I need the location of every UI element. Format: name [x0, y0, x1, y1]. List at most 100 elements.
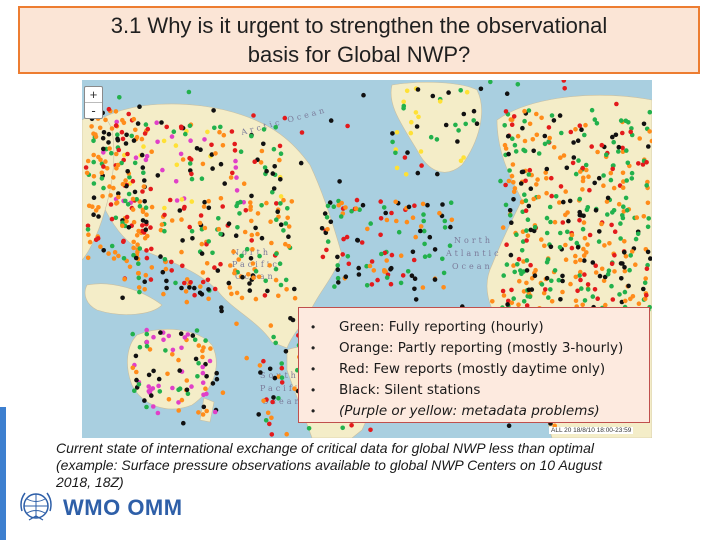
station-dot	[143, 122, 149, 127]
station-dot	[338, 214, 344, 219]
station-dot	[641, 214, 647, 219]
station-dot	[208, 346, 213, 351]
station-dot	[558, 297, 563, 302]
station-dot	[367, 263, 373, 269]
station-dot	[259, 148, 265, 154]
station-dot	[510, 162, 516, 167]
station-dot	[200, 412, 206, 417]
station-dot	[279, 375, 285, 381]
station-dot	[546, 125, 552, 130]
station-dot	[283, 277, 289, 283]
station-dot	[149, 393, 154, 398]
station-dot	[187, 224, 192, 230]
station-dot	[239, 295, 245, 301]
station-dot	[599, 221, 604, 227]
station-dot	[522, 138, 528, 144]
station-dot	[339, 200, 345, 206]
station-dot	[546, 295, 551, 300]
station-dot	[134, 197, 139, 202]
station-dot	[618, 118, 624, 123]
station-dot	[456, 128, 461, 133]
station-dot	[86, 232, 91, 237]
station-dot	[123, 198, 128, 204]
station-dot	[560, 289, 565, 295]
station-dot	[156, 376, 162, 382]
station-dot	[548, 219, 553, 225]
station-dot	[646, 144, 651, 149]
station-dot	[204, 261, 210, 266]
station-dot	[133, 127, 138, 133]
station-dot	[218, 124, 223, 130]
station-dot	[111, 185, 116, 191]
station-dot	[139, 152, 145, 158]
station-dot	[471, 108, 477, 114]
station-dot	[614, 101, 619, 107]
station-dot	[155, 139, 160, 145]
station-dot	[268, 219, 273, 224]
station-dot	[276, 293, 281, 299]
station-dot	[184, 299, 190, 305]
station-dot	[180, 263, 185, 269]
station-dot	[355, 237, 360, 243]
station-dot	[233, 158, 238, 164]
station-dot	[601, 183, 606, 188]
station-dot	[192, 337, 198, 343]
station-dot	[418, 149, 424, 154]
station-dot	[166, 333, 172, 339]
station-dot	[183, 289, 189, 294]
station-dot	[404, 219, 410, 225]
station-dot	[233, 165, 239, 170]
station-dot	[220, 390, 226, 396]
zoom-out-button[interactable]: -	[85, 102, 102, 118]
station-dot	[286, 224, 292, 229]
station-dot	[335, 254, 340, 260]
station-dot	[206, 296, 211, 302]
station-dot	[179, 285, 184, 291]
station-dot	[125, 169, 130, 174]
station-dot	[577, 257, 583, 263]
station-dot	[149, 265, 155, 270]
station-dot	[421, 218, 427, 224]
station-dot	[619, 276, 624, 281]
station-dot	[209, 152, 215, 157]
station-dot	[389, 210, 394, 216]
station-dot	[447, 243, 453, 248]
station-dot	[409, 273, 415, 278]
station-dot	[200, 161, 206, 167]
station-dot	[501, 293, 507, 298]
station-dot	[85, 158, 91, 164]
station-dot	[569, 245, 575, 251]
station-dot	[273, 125, 278, 130]
station-dot	[250, 247, 255, 252]
station-dot	[130, 365, 136, 371]
station-dot	[502, 123, 508, 128]
station-dot	[173, 143, 179, 148]
station-dot	[593, 263, 598, 268]
station-dot	[388, 267, 393, 272]
station-dot	[200, 364, 205, 370]
station-dot	[276, 396, 281, 401]
station-dot	[617, 292, 622, 297]
station-dot	[177, 386, 183, 392]
caption: Current state of international exchange …	[56, 440, 696, 491]
station-dot	[182, 280, 187, 286]
station-dot	[577, 196, 583, 202]
station-dot	[203, 338, 208, 343]
station-dot	[198, 284, 203, 289]
north-atlantic-label-2: Atlantic	[445, 249, 502, 258]
station-dot	[227, 285, 233, 290]
station-dot	[111, 175, 116, 180]
station-dot	[93, 208, 99, 213]
station-dot	[142, 199, 147, 204]
station-map[interactable]: Arctic Ocean North Pacific Ocean North A…	[82, 80, 652, 438]
station-dot	[246, 272, 251, 277]
station-dot	[616, 149, 621, 154]
station-dot	[518, 181, 524, 186]
station-dot	[124, 219, 129, 224]
station-dot	[413, 297, 419, 302]
station-dot	[187, 123, 193, 129]
station-dot	[645, 249, 651, 255]
station-dot	[222, 181, 227, 186]
zoom-in-button[interactable]: +	[89, 87, 98, 102]
station-dot	[628, 129, 633, 135]
